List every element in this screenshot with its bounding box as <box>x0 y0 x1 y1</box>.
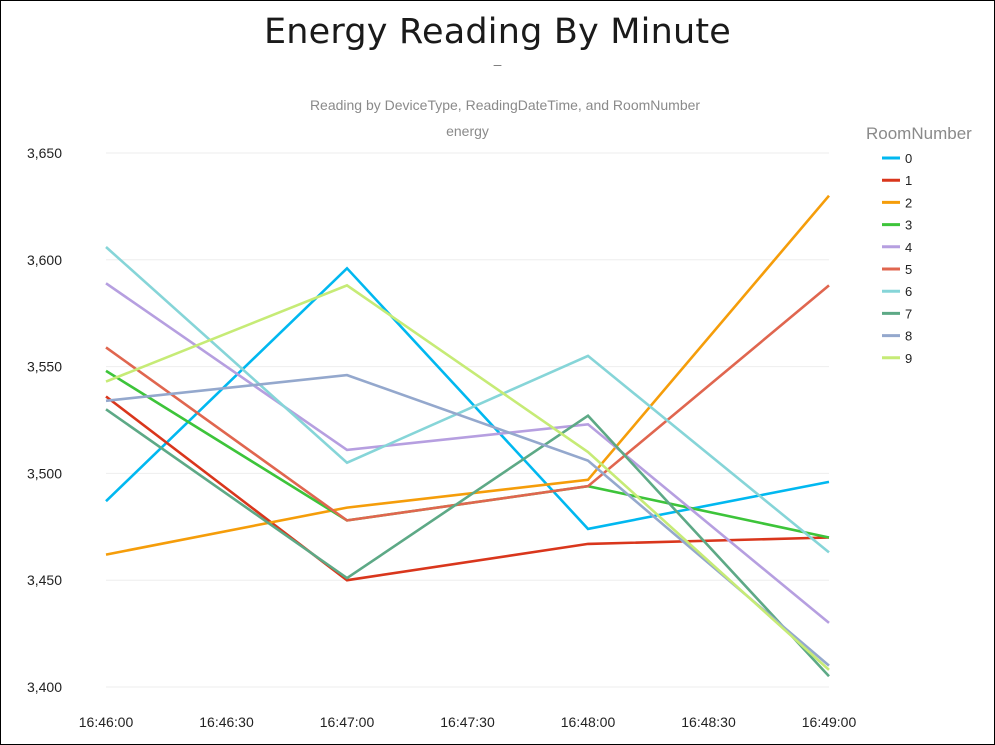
legend-label-room-4: 4 <box>905 240 912 255</box>
legend-label-room-3: 3 <box>905 218 912 233</box>
y-tick-label: 3,450 <box>27 572 62 588</box>
chart-title: Energy Reading By Minute <box>263 12 732 52</box>
legend-label-room-2: 2 <box>905 195 912 210</box>
y-tick-label: 3,550 <box>27 359 62 375</box>
series-line-room-5 <box>105 284 830 522</box>
legend-label-room-6: 6 <box>905 284 912 299</box>
legend-title: RoomNumber <box>866 124 972 143</box>
legend-label-room-9: 9 <box>905 351 912 366</box>
legend: RoomNumber 0 1 2 3 4 5 6 7 8 9 <box>866 124 972 366</box>
x-tick-label: 16:46:30 <box>199 714 254 730</box>
series-line-room-2 <box>105 194 830 556</box>
series-line-room-8 <box>105 373 830 667</box>
series-line-room-1 <box>105 395 830 582</box>
x-tick-label: 16:49:00 <box>802 714 857 730</box>
y-tick-label: 3,500 <box>27 465 62 481</box>
series-line-room-0 <box>105 266 830 531</box>
y-tick-label: 3,400 <box>27 679 62 695</box>
legend-label-room-1: 1 <box>905 173 912 188</box>
x-tick-label: 16:48:00 <box>561 714 616 730</box>
series-line-room-9 <box>105 283 830 671</box>
x-tick-label: 16:47:30 <box>440 714 495 730</box>
chart-subtitle-measure: energy <box>446 123 489 139</box>
gridlines <box>106 152 829 688</box>
series-line-room-7 <box>105 408 830 678</box>
y-axis: 3,400 3,450 3,500 3,550 3,600 3,650 <box>27 145 62 695</box>
x-tick-label: 16:47:00 <box>320 714 375 730</box>
series-lines <box>105 194 830 678</box>
title-separator: – <box>493 56 502 72</box>
series-line-room-4 <box>105 282 830 624</box>
legend-label-room-5: 5 <box>905 262 912 277</box>
x-axis: 16:46:00 16:46:30 16:47:00 16:47:30 16:48:00… <box>79 714 857 730</box>
legend-label-room-0: 0 <box>905 151 912 166</box>
chart-subtitle: Reading by DeviceType, ReadingDateTime, … <box>309 97 701 113</box>
x-tick-label: 16:46:00 <box>79 714 134 730</box>
legend-label-room-8: 8 <box>905 329 912 344</box>
legend-label-room-7: 7 <box>905 306 912 321</box>
x-tick-label: 16:48:30 <box>681 714 736 730</box>
y-tick-label: 3,650 <box>27 145 62 161</box>
y-tick-label: 3,600 <box>27 252 62 268</box>
series-line-room-6 <box>105 246 830 554</box>
